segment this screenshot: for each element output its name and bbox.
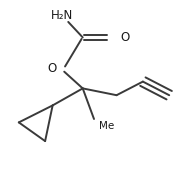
Text: H₂N: H₂N: [51, 9, 73, 22]
Text: Me: Me: [99, 121, 114, 131]
Text: O: O: [47, 62, 56, 74]
Text: O: O: [120, 31, 130, 44]
